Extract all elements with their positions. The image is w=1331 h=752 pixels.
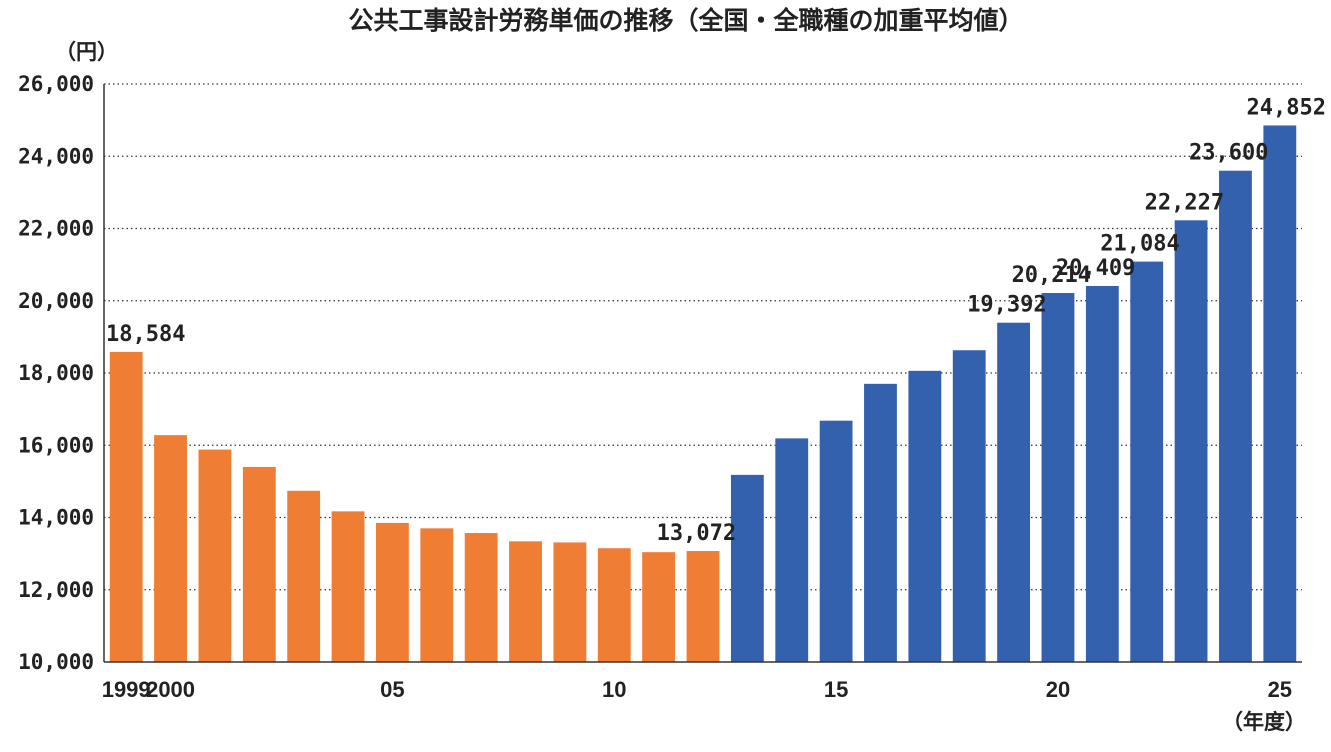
y-tick-label: 18,000 xyxy=(18,361,94,385)
bar xyxy=(154,435,187,662)
bar xyxy=(642,552,676,662)
y-tick-label: 22,000 xyxy=(18,217,94,241)
bar xyxy=(287,490,321,662)
bar xyxy=(198,449,232,662)
data-label: 20,214 xyxy=(1012,263,1091,288)
data-label: 22,227 xyxy=(1145,190,1224,215)
y-axis-unit-label: （円） xyxy=(55,40,118,64)
bar xyxy=(109,351,143,662)
bar xyxy=(819,420,853,662)
bar xyxy=(1263,125,1297,662)
y-tick-label: 14,000 xyxy=(18,506,94,530)
bar xyxy=(553,542,587,662)
bar xyxy=(908,370,942,662)
bar xyxy=(464,533,498,662)
y-tick-label: 10,000 xyxy=(18,650,94,674)
data-label: 24,852 xyxy=(1247,95,1326,120)
data-label: 21,084 xyxy=(1100,232,1179,257)
x-tick-label: 25 xyxy=(1268,677,1292,702)
bar xyxy=(1219,170,1252,662)
x-tick-label: 20 xyxy=(1046,677,1070,702)
bar xyxy=(331,511,365,662)
x-axis-unit-label: （年度） xyxy=(1222,710,1306,734)
y-tick-label: 20,000 xyxy=(18,289,94,313)
x-tick-label: 1999 xyxy=(102,677,151,702)
bar xyxy=(730,474,764,662)
y-tick-label: 26,000 xyxy=(18,72,94,96)
data-label: 23,600 xyxy=(1189,141,1268,166)
y-axis-ticks: 10,000 12,000 14,000 16,000 18,000 20,000 22,0… xyxy=(18,72,94,674)
bar xyxy=(997,322,1031,662)
bar xyxy=(1041,293,1075,662)
data-label: 18,584 xyxy=(106,322,185,347)
bar xyxy=(597,548,631,662)
y-tick-label: 16,000 xyxy=(18,433,94,457)
bars xyxy=(109,125,1297,662)
bar xyxy=(686,551,720,662)
gridlines xyxy=(104,83,1302,591)
bar xyxy=(864,383,897,662)
y-tick-label: 24,000 xyxy=(18,144,94,168)
x-tick-label: 10 xyxy=(602,677,626,702)
chart-title: 公共工事設計労務単価の推移（全国・全職種の加重平均値） xyxy=(348,6,1023,35)
data-label: 13,072 xyxy=(657,521,736,546)
bar xyxy=(420,528,454,662)
x-tick-label: 2000 xyxy=(146,677,195,702)
bar xyxy=(1174,220,1208,662)
x-tick-label: 15 xyxy=(824,677,848,702)
bar xyxy=(1085,285,1119,662)
y-tick-label: 12,000 xyxy=(18,578,94,602)
x-tick-label: 05 xyxy=(380,677,404,702)
data-label: 19,392 xyxy=(967,293,1046,318)
bar xyxy=(375,522,409,662)
bar xyxy=(242,466,276,662)
bar xyxy=(775,438,809,662)
data-label: 20,409 xyxy=(1056,256,1135,281)
bar xyxy=(509,541,542,662)
bar xyxy=(1130,261,1164,662)
bar xyxy=(952,350,986,662)
